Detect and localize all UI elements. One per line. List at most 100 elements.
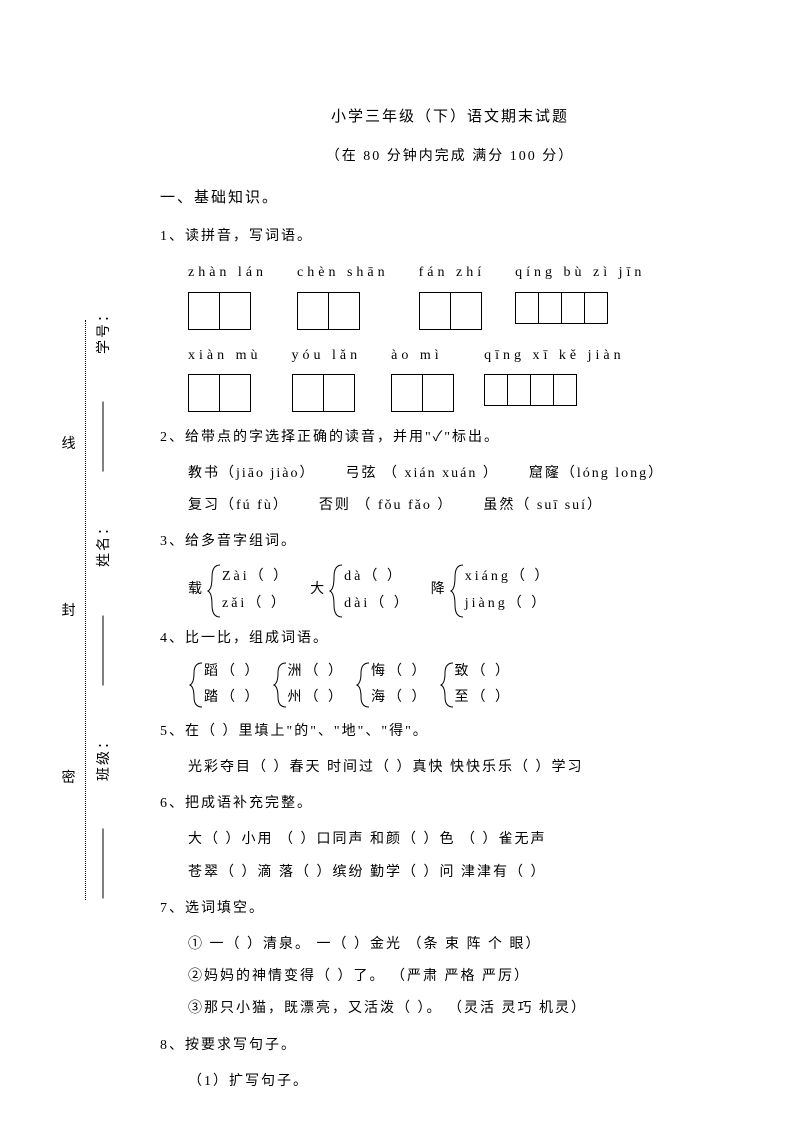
- blank-line: [103, 615, 104, 685]
- q7-line2: ②妈妈的神情变得（ ）了。 （严肃 严格 严厉）: [160, 961, 740, 993]
- q2-line1: 教书（jiāo jiào） 弓弦 （ xián xuán ） 窟窿（lóng l…: [160, 458, 740, 490]
- brace-content: 洲（ ） 州（ ）: [288, 659, 346, 712]
- q5-label: 5、在（ ）里填上"的"、"地"、"得"。: [160, 716, 740, 748]
- brace-bot: 海（ ）: [371, 685, 429, 712]
- brace-lead: 降: [431, 574, 447, 606]
- sidebar-seal-line: 线 封 密: [52, 320, 86, 900]
- brace-lead: 大: [310, 574, 326, 606]
- sidebar-labels: 学号： 姓名： 班级：: [86, 320, 120, 900]
- brace-content: 悔（ ） 海（ ）: [371, 659, 429, 712]
- pinyin-item: ào mì: [391, 340, 454, 412]
- q7-line3: ③那只小猫，既漂亮，又活泼（ ）。 （灵活 灵巧 机灵）: [160, 993, 740, 1025]
- blank-line: [103, 402, 104, 472]
- q2-option: 教书（jiāo jiào）: [188, 458, 316, 490]
- brace-content: 蹈（ ） 踏（ ）: [204, 659, 262, 712]
- answer-boxes[interactable]: [188, 374, 251, 412]
- pinyin-text: ào mì: [391, 340, 443, 372]
- q1-label: 1、读拼音，写词语。: [160, 221, 740, 253]
- brace-lead: 载: [188, 574, 204, 606]
- brace-top: 蹈（ ）: [204, 659, 262, 686]
- blank-line: [103, 828, 104, 898]
- label-name: 姓名：: [93, 519, 113, 567]
- pinyin-item: fán zhí: [419, 257, 485, 329]
- brace-group: 蹈（ ） 踏（ ）: [188, 659, 262, 712]
- pinyin-item: yóu lǎn: [292, 340, 362, 412]
- pinyin-item: zhàn lán: [188, 257, 267, 329]
- seal-char: 密: [62, 761, 76, 793]
- q5-line: 光彩夺目（ ）春天 时间过（ ）真快 快快乐乐（ ）学习: [160, 752, 740, 784]
- brace-top: dà（ ）: [344, 564, 411, 591]
- brace-icon: [328, 563, 344, 619]
- brace-bot: dài（ ）: [344, 591, 411, 618]
- binding-sidebar: 学号： 姓名： 班级： 线 封 密: [50, 320, 120, 900]
- q4-row: 蹈（ ） 踏（ ） 洲（ ） 州（ ） 悔（ ） 海（ ）: [160, 659, 740, 712]
- q2-option: 否则 （ fǒu fǎo ）: [319, 490, 454, 522]
- q8-label: 8、按要求写句子。: [160, 1030, 740, 1062]
- pinyin-item: qīng xī kě jiàn: [484, 340, 625, 412]
- brace-bot: zǎi（ ）: [222, 591, 290, 618]
- q3-label: 3、给多音字组词。: [160, 526, 740, 558]
- brace-top: xiáng（ ）: [465, 564, 552, 591]
- q2-option: 窟窿（lóng long）: [529, 458, 664, 490]
- answer-boxes[interactable]: [188, 292, 251, 330]
- brace-content: xiáng（ ） jiàng（ ）: [465, 564, 552, 617]
- brace-top: 洲（ ）: [288, 659, 346, 686]
- label-class: 学号：: [93, 306, 113, 354]
- q6-line2: 苍翠（ ）滴 落（ ）缤纷 勤学（ ）问 津津有（ ）: [160, 857, 740, 889]
- brace-group: 悔（ ） 海（ ）: [355, 659, 429, 712]
- pinyin-text: fán zhí: [419, 257, 485, 289]
- q6-line1: 大（ ）小用 （ ）口同声 和颜（ ）色 （ ）雀无声: [160, 824, 740, 856]
- brace-top: 致（ ）: [455, 659, 513, 686]
- pinyin-text: qíng bù zì jīn: [515, 257, 645, 289]
- answer-boxes[interactable]: [419, 292, 482, 330]
- brace-icon: [439, 661, 455, 709]
- brace-icon: [206, 563, 222, 619]
- answer-boxes[interactable]: [391, 374, 454, 412]
- q3-row: 载 Zài（ ） zǎi（ ） 大 dà（ ） dài（ ） 降 xiáng（ …: [160, 563, 740, 619]
- brace-bot: 至（ ）: [455, 685, 513, 712]
- answer-boxes[interactable]: [484, 374, 577, 406]
- q2-option: 虽然（ suī suí）: [483, 490, 603, 522]
- pinyin-item: qíng bù zì jīn: [515, 257, 645, 329]
- pinyin-text: qīng xī kě jiàn: [484, 340, 625, 372]
- seal-char: 封: [62, 594, 76, 626]
- q7-label: 7、选词填空。: [160, 893, 740, 925]
- answer-boxes[interactable]: [297, 292, 360, 330]
- pinyin-item: chèn shān: [297, 257, 389, 329]
- brace-icon: [355, 661, 371, 709]
- answer-boxes[interactable]: [515, 292, 608, 324]
- q1-row2: xiàn mù yóu lǎn ào mì qīng xī kě jiàn: [160, 340, 740, 412]
- brace-content: dà（ ） dài（ ）: [344, 564, 411, 617]
- q2-option: 复习（fú fù）: [188, 490, 289, 522]
- pinyin-text: xiàn mù: [188, 340, 262, 372]
- brace-group: 大 dà（ ） dài（ ）: [310, 563, 411, 619]
- pinyin-item: xiàn mù: [188, 340, 262, 412]
- q2-line2: 复习（fú fù） 否则 （ fǒu fǎo ） 虽然（ suī suí）: [160, 490, 740, 522]
- q8-sub1: （1）扩写句子。: [160, 1066, 740, 1098]
- pinyin-text: zhàn lán: [188, 257, 267, 289]
- brace-icon: [449, 563, 465, 619]
- brace-bot: jiàng（ ）: [465, 591, 552, 618]
- label-number: 班级：: [93, 733, 113, 781]
- brace-bot: 踏（ ）: [204, 685, 262, 712]
- brace-content: Zài（ ） zǎi（ ）: [222, 564, 290, 617]
- brace-group: 致（ ） 至（ ）: [439, 659, 513, 712]
- brace-icon: [188, 661, 204, 709]
- brace-group: 载 Zài（ ） zǎi（ ）: [188, 563, 290, 619]
- page-subtitle: （在 80 分钟内完成 满分 100 分）: [160, 141, 740, 173]
- page-title: 小学三年级（下）语文期末试题: [160, 100, 740, 135]
- pinyin-text: chèn shān: [297, 257, 389, 289]
- q4-label: 4、比一比，组成词语。: [160, 623, 740, 655]
- q6-label: 6、把成语补充完整。: [160, 788, 740, 820]
- brace-top: Zài（ ）: [222, 564, 290, 591]
- q7-line1: ① 一（ ）清泉。 一（ ）金光 （条 束 阵 个 眼）: [160, 929, 740, 961]
- brace-group: 降 xiáng（ ） jiàng（ ）: [431, 563, 552, 619]
- brace-icon: [272, 661, 288, 709]
- answer-boxes[interactable]: [292, 374, 355, 412]
- brace-bot: 州（ ）: [288, 685, 346, 712]
- pinyin-text: yóu lǎn: [292, 340, 362, 372]
- section-heading: 一、基础知识。: [160, 181, 740, 216]
- q2-label: 2、给带点的字选择正确的读音，并用"✓"标出。: [160, 422, 740, 454]
- q2-option: 弓弦 （ xián xuán ）: [346, 458, 499, 490]
- brace-top: 悔（ ）: [371, 659, 429, 686]
